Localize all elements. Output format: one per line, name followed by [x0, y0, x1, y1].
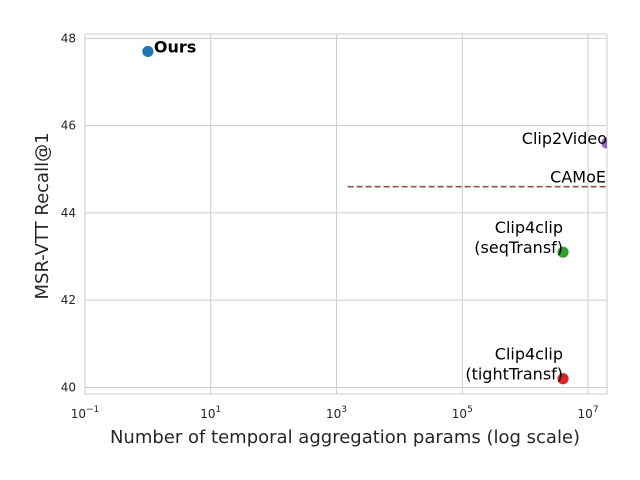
point-label: (seqTransf): [474, 238, 563, 257]
x-tick-exponent: −1: [86, 405, 99, 415]
x-axis-label: Number of temporal aggregation params (l…: [110, 427, 580, 448]
x-tick-base: 10: [452, 407, 467, 421]
x-tick-label: 101: [200, 405, 221, 421]
grid: [84, 33, 608, 395]
point-label: Clip4clip: [495, 218, 563, 237]
x-tick-exponent: 5: [467, 405, 473, 415]
x-tick-exponent: 3: [341, 405, 347, 415]
x-tick-label: 107: [578, 405, 599, 421]
data-point: [556, 245, 570, 259]
y-tick-label: 48: [61, 31, 76, 45]
reference-lines: CAMoE: [347, 168, 607, 188]
data-point: [556, 372, 570, 386]
x-tick-base: 10: [326, 407, 341, 421]
y-axis-label: MSR-VTT Recall@1: [32, 132, 53, 299]
point-label: (tightTransf): [465, 365, 563, 384]
x-tick-base: 10: [578, 407, 593, 421]
reference-line-label: CAMoE: [550, 168, 606, 187]
y-tick-label: 44: [61, 206, 76, 220]
x-tick-base: 10: [200, 407, 215, 421]
x-tick-label: 105: [452, 405, 473, 421]
y-tick-label: 46: [61, 119, 76, 133]
y-tick-label: 42: [61, 293, 76, 307]
data-point: [600, 136, 607, 150]
point-label: Ours: [154, 37, 196, 56]
x-tick-exponent: 1: [216, 405, 222, 415]
data-point: [141, 45, 155, 58]
point-markers: [141, 45, 607, 386]
point-label: Clip4clip: [495, 345, 563, 364]
data-points: OursClip2VideoClip4clip(seqTransf)Clip4c…: [141, 37, 607, 386]
point-label: Clip2Video: [522, 129, 607, 148]
x-tick-base: 10: [71, 407, 86, 421]
plot-frame: [84, 33, 608, 395]
y-tick-label: 40: [61, 380, 76, 394]
x-tick-label: 10−1: [71, 405, 100, 421]
x-tick-label: 103: [326, 405, 347, 421]
x-tick-exponent: 7: [593, 405, 599, 415]
